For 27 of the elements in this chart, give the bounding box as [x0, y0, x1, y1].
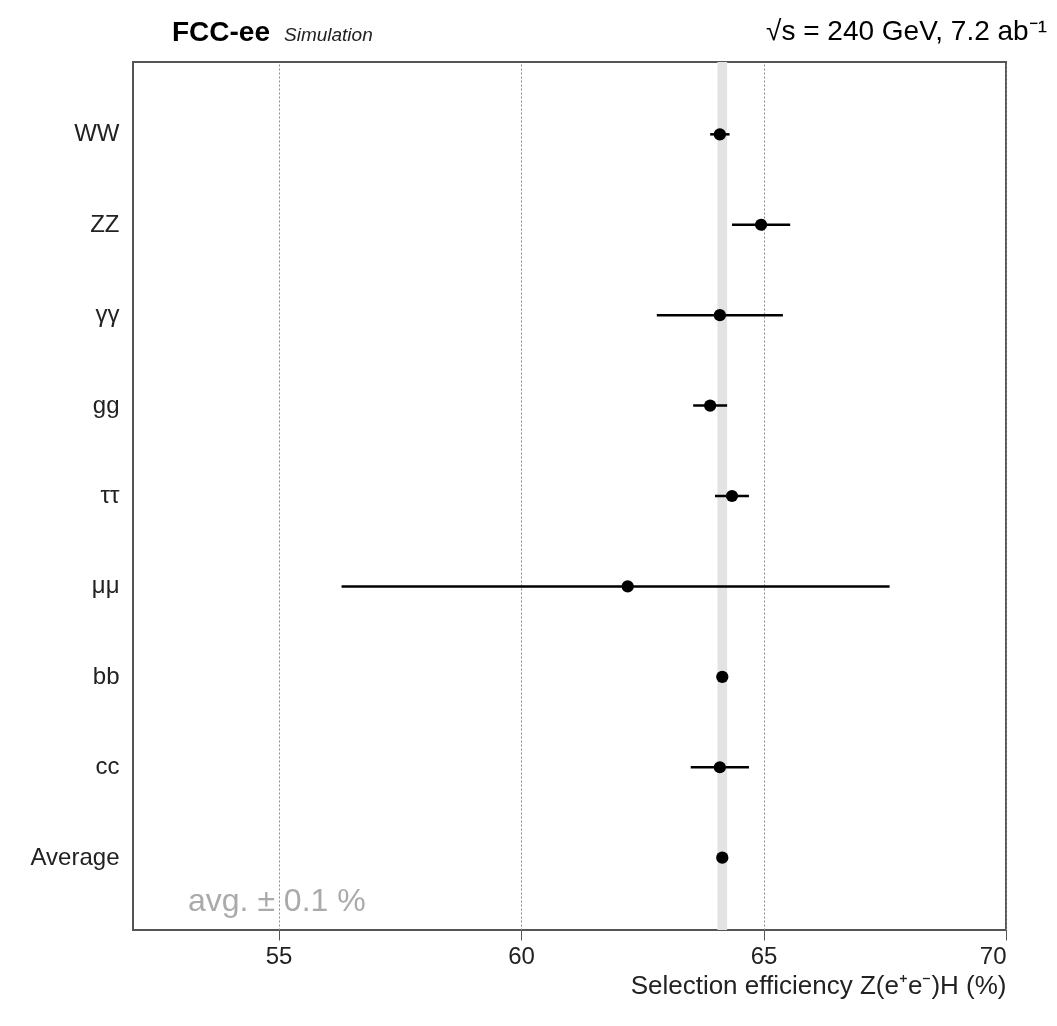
x-axis-title: Selection efficiency Z(e⁺e⁻)H (%) [630, 969, 1007, 1000]
point [716, 670, 729, 683]
x-tick-label: 65 [750, 941, 778, 969]
chart-subtitle: Simulation [284, 24, 373, 46]
point [716, 851, 729, 864]
point [725, 489, 739, 503]
text: √s = 240 GeV, 7.2 ab⁻¹ [766, 14, 1047, 48]
y-tick-label: Average [30, 842, 120, 870]
point [713, 309, 726, 322]
y-tick-label: ZZ [90, 209, 120, 237]
point [754, 218, 768, 231]
y-tick-label: WW [74, 119, 120, 147]
y-tick-label: bb [92, 661, 120, 689]
x-tick-label: 55 [265, 941, 293, 969]
x-tick-label: 70 [979, 941, 1007, 969]
point [713, 128, 726, 141]
x-tick-label: 60 [508, 941, 535, 969]
chart-title: FCC-ee [172, 16, 271, 48]
point [621, 580, 634, 593]
y-tick-label: gg [92, 390, 120, 418]
point [704, 399, 717, 412]
y-tick-label: cc [95, 752, 120, 780]
point [713, 761, 726, 774]
annotation: avg. ± 0.1 % [188, 882, 366, 918]
y-tick-label: ττ [100, 481, 121, 508]
y-tick-label: μμ [91, 571, 120, 599]
y-tick-label: γγ [95, 300, 120, 328]
